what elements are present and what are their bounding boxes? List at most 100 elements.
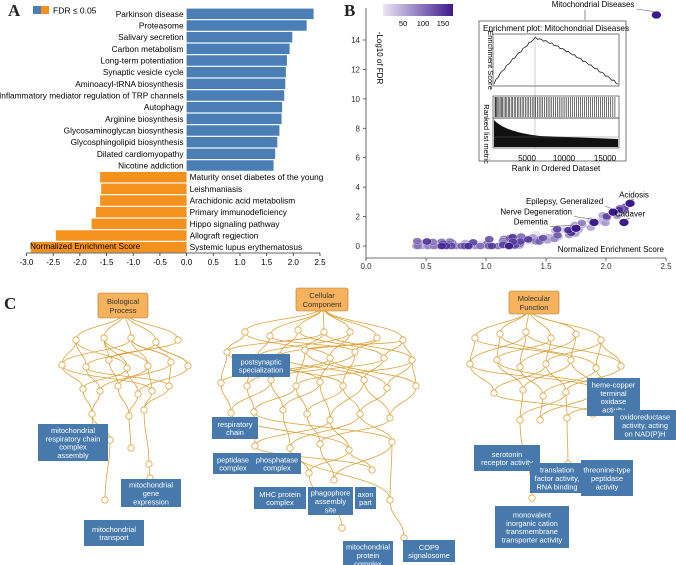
y-tick-label: 12 — [351, 65, 360, 74]
go-edge — [565, 391, 568, 419]
go-edge — [85, 366, 101, 392]
bar — [186, 20, 307, 31]
go-edge — [246, 351, 356, 387]
go-node — [351, 348, 359, 356]
go-edge — [474, 337, 572, 361]
bar — [186, 31, 293, 43]
x-tick-label: 1.5 — [261, 258, 273, 267]
go-edge — [600, 339, 622, 367]
go-term-box — [121, 479, 181, 507]
go-root-box — [295, 287, 349, 312]
go-node — [243, 382, 251, 390]
highlight-point — [651, 10, 662, 20]
go-node — [356, 410, 364, 418]
inset-title: Enrichment plot: Mitochondrial Diseases — [483, 24, 629, 33]
bar — [91, 218, 187, 230]
go-node — [145, 460, 153, 468]
legend-swatch-positive — [33, 6, 41, 14]
go-term-label: COP9 signalosome — [408, 543, 450, 560]
bar — [186, 90, 285, 101]
go-root-label: Biological Process — [107, 297, 139, 315]
x-tick-label: 0.5 — [208, 258, 220, 267]
x-tick-label: -2.0 — [73, 258, 87, 267]
go-term-box — [355, 487, 376, 509]
go-edge — [493, 363, 547, 394]
go-edge — [389, 385, 417, 419]
label-leader — [549, 225, 577, 227]
go-node — [305, 469, 313, 477]
go-node — [597, 336, 605, 344]
go-node — [380, 354, 388, 362]
x-tick-label: 0.5 — [420, 262, 432, 271]
bar-label: Glycosaminoglycan biosynthesis — [64, 126, 184, 136]
go-node — [125, 412, 133, 420]
inset-ylabel-top: Enrichment Score — [486, 30, 495, 90]
go-root-box — [508, 290, 560, 315]
go-edge — [389, 441, 393, 501]
go-edge — [143, 385, 170, 411]
go-node — [360, 376, 368, 384]
inset-xlabel: Rank in Ordered Dataset — [512, 164, 601, 173]
go-root-label: Molecular Function — [518, 294, 551, 312]
go-term-label: translation factor activity, RNA binding — [535, 466, 580, 492]
go-edge — [61, 337, 132, 366]
go-term-label: serotonin receptor activity — [481, 450, 533, 467]
go-edge — [295, 349, 306, 387]
bar-label: Nicotine addiction — [118, 161, 184, 171]
go-term-box — [84, 520, 144, 546]
point-label: Epilepsy, Generalized — [526, 197, 603, 206]
go-node — [279, 406, 287, 414]
go-node — [493, 356, 501, 364]
go-node — [184, 362, 192, 370]
go-node — [148, 387, 156, 395]
x-tick-label: 0.0 — [360, 262, 372, 271]
bar — [186, 113, 282, 125]
go-term-label: postsynaptic specialization — [239, 357, 283, 374]
go-node — [562, 388, 570, 396]
go-edge — [519, 333, 577, 368]
go-edge — [244, 331, 331, 359]
label-leader — [605, 205, 614, 210]
bar-label: Inflammatory mediator regulation of TRP … — [0, 91, 184, 101]
go-term-label: heme-copper terminal oxidase activity — [592, 380, 636, 414]
go-node — [174, 336, 182, 344]
x-tick-label: 2.0 — [288, 258, 300, 267]
point-label: Mitochondrial Diseases — [552, 0, 635, 9]
go-edge — [270, 379, 284, 411]
bar-label: Arginine biosynthesis — [105, 114, 183, 124]
go-edge — [117, 385, 130, 417]
go-root-label: Cellular Component — [303, 291, 343, 309]
go-node — [58, 361, 66, 369]
bar — [186, 8, 314, 20]
bar — [186, 136, 278, 148]
go-node — [292, 382, 300, 390]
go-edge — [295, 359, 413, 387]
colorbar-tick-label: 150 — [437, 19, 450, 28]
go-node — [539, 392, 547, 400]
inset-x-tick-label: 15000 — [594, 154, 617, 163]
go-edge — [103, 337, 149, 367]
go-term-box — [587, 378, 640, 416]
bar — [186, 101, 283, 113]
go-edge — [306, 413, 321, 445]
legend-swatch-negative — [41, 6, 49, 14]
go-node — [316, 378, 324, 386]
bar-label: Dilated cardiomyopathy — [97, 149, 185, 159]
go-node — [572, 330, 580, 338]
go-node — [217, 379, 225, 387]
go-node — [592, 364, 600, 372]
go-node — [471, 334, 479, 342]
y-tick-label: 6 — [356, 154, 361, 163]
go-term-box — [308, 487, 353, 515]
go-node — [100, 334, 108, 342]
go-edge — [525, 331, 622, 367]
x-tick-label: 0.0 — [181, 258, 193, 267]
y-tick-label: 8 — [356, 124, 361, 133]
point-label: Nerve Degeneration — [500, 207, 572, 216]
go-node — [286, 444, 294, 452]
go-term-label: respiratory chain — [218, 420, 253, 437]
data-point — [523, 235, 533, 244]
go-edge — [342, 351, 356, 387]
label-leader — [636, 8, 657, 13]
y-tick-label: 4 — [356, 183, 361, 192]
